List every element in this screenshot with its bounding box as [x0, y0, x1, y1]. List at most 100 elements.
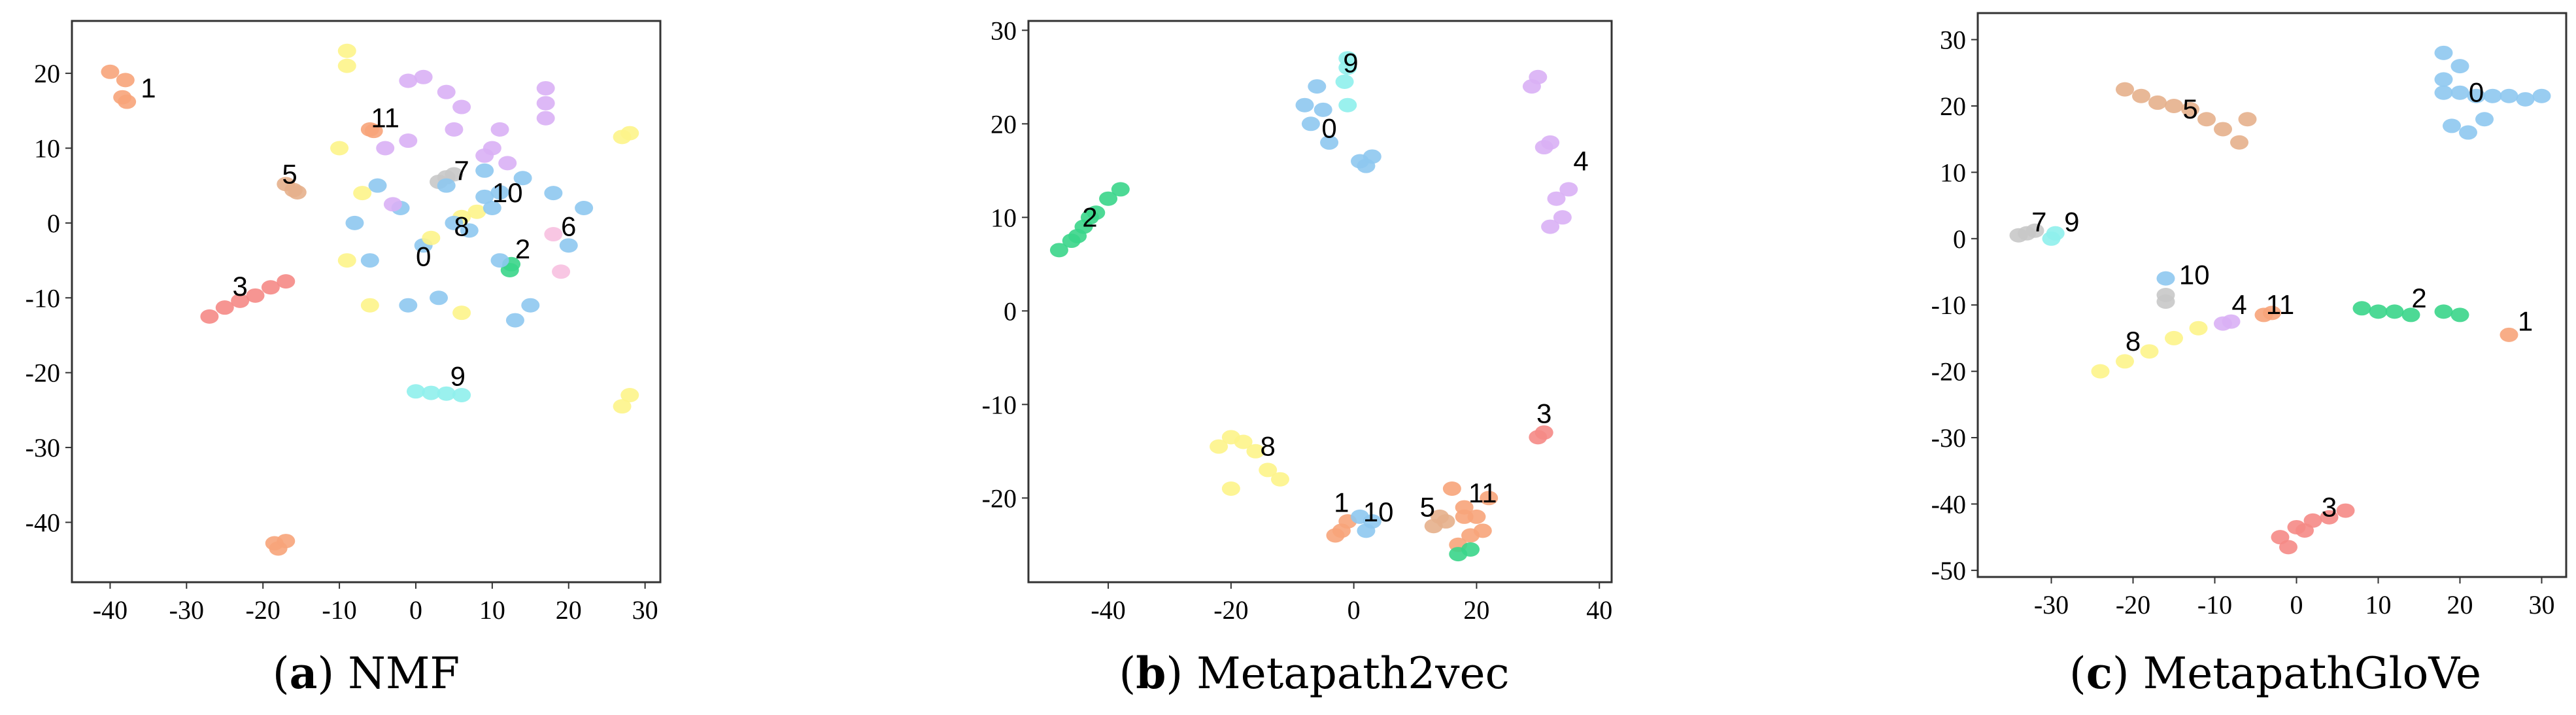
scatter-point [337, 58, 356, 73]
scatter-point [231, 293, 250, 308]
plot-frame [1976, 12, 2568, 578]
scatter-point [2500, 88, 2518, 103]
scatter-point [452, 99, 471, 114]
points-group [101, 43, 639, 556]
scatter-point [437, 178, 456, 193]
cluster-label: 1 [1334, 487, 1349, 517]
scatter-point [2189, 321, 2208, 336]
scatter-point [445, 215, 464, 230]
scatter-point [101, 64, 120, 79]
y-tick-label: 20 [34, 59, 60, 88]
x-tick-label: 10 [2365, 590, 2392, 619]
points-group [1049, 51, 1578, 562]
scatter-point [345, 215, 364, 230]
scatter-point [1559, 182, 1578, 197]
scatter-point [1234, 434, 1253, 449]
scatter-point [1424, 519, 1443, 534]
scatter-point [613, 399, 632, 414]
scatter-point [1547, 191, 1566, 206]
scatter-point [1301, 116, 1320, 131]
caption-letter: b [1136, 648, 1166, 699]
cluster-label: 10 [492, 177, 523, 208]
scatter-point [2165, 98, 2183, 113]
scatter-point [2450, 307, 2469, 323]
caption-metapath2vec: (b) Metapath2vec [1119, 648, 1509, 699]
cluster-labels: 0 5 7 9 10 4 11 2 1 8 3 [2031, 77, 2533, 523]
scatter-point [2320, 510, 2339, 525]
scatter-point [2450, 59, 2469, 74]
scatter-point [422, 385, 441, 400]
scatter-point [475, 189, 494, 204]
cluster-label: 11 [1468, 478, 1497, 508]
cluster-label: 2 [515, 234, 530, 264]
scatter-point [2516, 92, 2535, 107]
cluster-label: 9 [1343, 47, 1358, 78]
cluster-label: 11 [2266, 289, 2295, 320]
scatter-point [1461, 542, 1480, 557]
scatter-point [2336, 503, 2355, 518]
scatter-point [2450, 85, 2469, 100]
scatter-point [215, 300, 234, 315]
scatter-point [445, 167, 464, 182]
cluster-label: 2 [2411, 283, 2426, 313]
caption-method: MetapathGloVe [2143, 648, 2481, 699]
cluster-label: 11 [371, 103, 399, 133]
scatter-point [246, 288, 265, 303]
scatter-point [422, 230, 441, 245]
scatter-point [2500, 327, 2518, 342]
scatter-point [460, 223, 479, 238]
cluster-label: 5 [282, 159, 297, 190]
scatter-point [399, 133, 418, 148]
x-tick-label: 20 [1463, 595, 1489, 625]
y-tick-label: 10 [34, 133, 60, 163]
scatter-point [200, 309, 219, 324]
x-tick-label: 0 [409, 595, 422, 625]
scatter-point [437, 386, 456, 401]
panel-metapath2vec: -40 -20 0 20 40 30 20 10 0 -10 -20 0 9 2 4 3 8 1 10 5 11 (b… [982, 16, 1613, 699]
scatter-point [1313, 102, 1332, 117]
scatter-point [2467, 88, 2486, 103]
scatter-point [1338, 60, 1357, 75]
cluster-labels: 0 9 2 4 3 8 1 10 5 11 [1082, 47, 1589, 527]
scatter-point [414, 69, 433, 84]
scatter-point [452, 388, 471, 402]
scatter-point [2197, 112, 2216, 127]
y-tick-label: -10 [982, 390, 1017, 419]
caption-nmf: (a) NMF [273, 648, 460, 699]
scatter-point [430, 290, 449, 305]
cluster-label: 8 [1261, 431, 1276, 462]
scatter-point [265, 536, 284, 551]
scatter-point [353, 186, 372, 201]
scatter-point [620, 388, 639, 402]
y-tick-label: 20 [991, 109, 1017, 139]
scatter-point [1246, 444, 1265, 459]
cluster-label: 8 [454, 211, 469, 242]
scatter-point [2181, 102, 2199, 117]
cluster-label: 3 [2322, 492, 2337, 523]
scatter-point [2214, 122, 2232, 137]
scatter-point [1308, 79, 1327, 94]
plot-frame [1027, 20, 1613, 584]
scatter-point [483, 201, 501, 215]
scatter-point [536, 111, 555, 126]
x-tick-label: -20 [246, 595, 280, 625]
x-tick-label: 20 [2447, 590, 2473, 619]
scatter-point [399, 73, 418, 88]
scatter-point [1338, 97, 1357, 113]
scatter-point [337, 253, 356, 268]
x-tick-label: 40 [1586, 595, 1612, 625]
scatter-point [505, 313, 524, 328]
x-tick-label: 0 [1347, 595, 1361, 625]
scatter-point [490, 253, 509, 268]
cluster-label: 6 [561, 211, 576, 242]
y-tick-label: 0 [1004, 296, 1017, 326]
scatter-point [2025, 223, 2044, 238]
y-tick-label: -10 [25, 283, 60, 313]
scatter-point [536, 80, 555, 96]
y-tick-label: 30 [991, 16, 1017, 45]
cluster-labels: 1 3 5 9 11 7 8 10 2 6 0 [141, 73, 576, 391]
cluster-label: 10 [2179, 260, 2210, 290]
